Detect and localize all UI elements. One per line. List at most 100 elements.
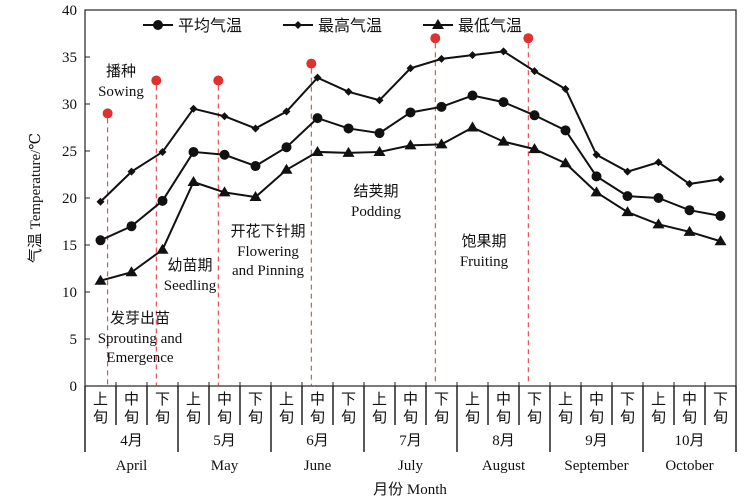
- y-tick-label: 10: [62, 285, 77, 301]
- y-tick-label: 5: [70, 332, 78, 348]
- y-axis-label: 气温 Temperature/℃: [27, 133, 44, 263]
- month-label-cn: 9月: [585, 433, 608, 449]
- dekad-label: 中旬: [217, 391, 232, 426]
- stage-marker: [102, 108, 113, 119]
- dekad-label: 下旬: [248, 392, 263, 426]
- data-point-diamond: [685, 179, 694, 188]
- data-point-circle: [157, 195, 168, 206]
- month-label-cn: 4月: [120, 433, 143, 449]
- dekad-label: 中旬: [589, 391, 604, 426]
- data-point-diamond: [654, 158, 663, 167]
- data-point-diamond: [158, 147, 167, 156]
- data-point-triangle: [94, 274, 107, 285]
- y-tick-label: 15: [62, 238, 77, 254]
- month-label-en: October: [665, 458, 713, 474]
- dekad-label: 下旬: [434, 392, 449, 426]
- dekad-label: 中旬: [682, 391, 697, 426]
- stage-label-cn: 结荚期: [353, 183, 398, 200]
- data-point-triangle: [156, 243, 169, 254]
- data-point-circle: [126, 221, 137, 232]
- data-point-circle: [343, 123, 354, 134]
- data-point-circle: [560, 125, 571, 136]
- month-label-cn: 5月: [213, 433, 236, 449]
- y-tick-label: 40: [62, 3, 77, 19]
- dekad-label: 上旬: [372, 391, 387, 426]
- dekad-label: 下旬: [713, 392, 728, 426]
- month-label-cn: 6月: [306, 433, 329, 449]
- data-point-triangle: [280, 163, 293, 174]
- stage-label-cn: 播种: [106, 63, 136, 80]
- x-axis-label: 月份 Month: [373, 481, 447, 498]
- legend-marker-triangle: [432, 19, 444, 29]
- stage-label-en: Sowing: [98, 84, 144, 100]
- data-point-circle: [219, 149, 230, 160]
- data-point-triangle: [311, 145, 324, 156]
- data-point-diamond: [251, 124, 260, 133]
- dekad-label: 下旬: [155, 392, 170, 426]
- dekad-label: 上旬: [651, 391, 666, 426]
- month-label-en: July: [398, 458, 424, 474]
- y-tick-label: 25: [62, 144, 77, 160]
- dekad-label: 下旬: [620, 392, 635, 426]
- data-point-triangle: [621, 206, 634, 217]
- data-point-diamond: [592, 150, 601, 159]
- data-point-triangle: [652, 218, 665, 229]
- data-point-diamond: [406, 64, 415, 73]
- stage-marker: [151, 75, 162, 86]
- legend-label: 最高气温: [318, 17, 382, 35]
- data-point-triangle: [497, 135, 510, 146]
- data-point-diamond: [375, 96, 384, 105]
- stage-label-cn: 饱果期: [461, 233, 506, 250]
- dekad-label: 中旬: [496, 391, 511, 426]
- month-label-en: May: [211, 458, 239, 474]
- data-point-diamond: [189, 104, 198, 113]
- data-point-triangle: [590, 186, 603, 197]
- data-point-triangle: [187, 176, 200, 187]
- dekad-label: 上旬: [186, 391, 201, 426]
- data-point-triangle: [714, 235, 727, 246]
- stage-marker: [430, 33, 441, 44]
- data-point-diamond: [127, 167, 136, 176]
- month-label-en: June: [304, 458, 332, 474]
- month-label-en: September: [564, 458, 628, 474]
- data-point-diamond: [96, 197, 105, 206]
- month-label-cn: 7月: [399, 433, 422, 449]
- stage-label-cn: 开花下针期: [230, 223, 305, 240]
- data-point-circle: [715, 210, 726, 221]
- month-label-cn: 10月: [674, 433, 704, 449]
- data-point-diamond: [282, 107, 291, 116]
- data-point-circle: [95, 235, 106, 246]
- stage-marker: [523, 33, 534, 44]
- data-point-circle: [281, 142, 292, 153]
- data-point-circle: [312, 113, 323, 124]
- dekad-label: 上旬: [93, 391, 108, 426]
- data-point-circle: [250, 161, 261, 172]
- stage-label-cn: 发芽出苗: [110, 310, 170, 327]
- data-point-circle: [591, 171, 602, 182]
- data-point-diamond: [313, 73, 322, 82]
- data-point-triangle: [683, 225, 696, 236]
- stage-label-en: Sprouting and Emergence: [98, 331, 183, 366]
- stage-label-en: Fruiting: [460, 254, 509, 270]
- stage-marker: [213, 75, 224, 86]
- month-label-en: April: [116, 458, 148, 474]
- data-point-circle: [653, 193, 664, 203]
- dekad-label: 上旬: [558, 391, 573, 426]
- dekad-label: 上旬: [465, 391, 480, 426]
- legend-label: 平均气温: [178, 17, 242, 35]
- stage-marker: [306, 58, 317, 69]
- data-point-triangle: [435, 138, 448, 149]
- data-point-triangle: [528, 143, 541, 154]
- dekad-label: 中旬: [310, 391, 325, 426]
- data-point-circle: [498, 97, 509, 108]
- data-point-circle: [436, 101, 447, 112]
- month-label-en: August: [482, 458, 526, 474]
- dekad-label: 下旬: [341, 392, 356, 426]
- data-point-triangle: [404, 139, 417, 150]
- data-point-diamond: [220, 112, 229, 121]
- data-point-circle: [622, 191, 633, 202]
- data-point-diamond: [561, 84, 570, 93]
- y-tick-label: 20: [62, 191, 77, 207]
- data-point-circle: [684, 205, 695, 216]
